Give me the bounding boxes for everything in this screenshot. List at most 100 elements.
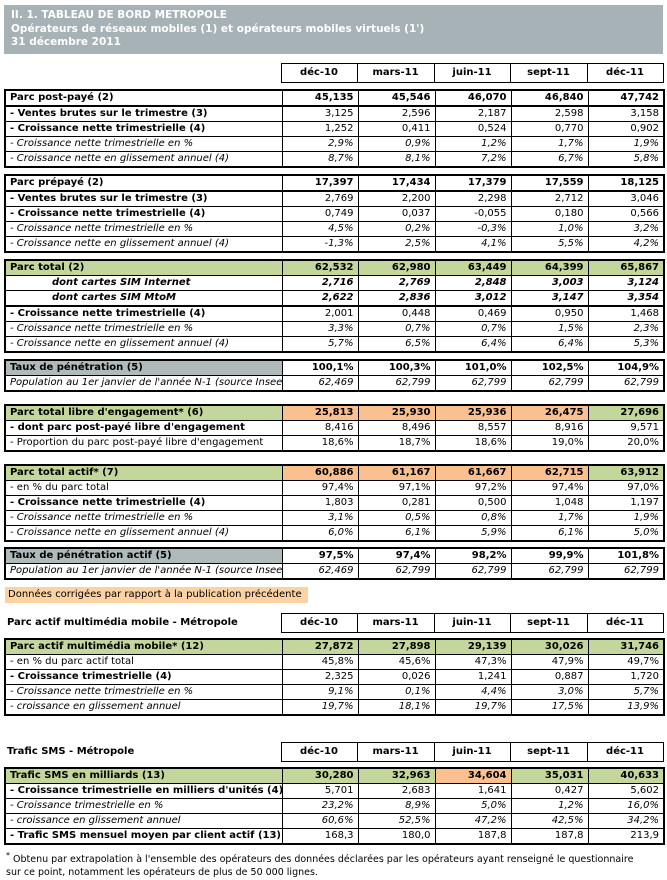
value-cell: 42,5%	[510, 812, 589, 829]
value-cell: 8,9%	[357, 797, 436, 814]
value-cell: 0,950	[510, 305, 589, 322]
value-cell: -0,3%	[434, 220, 512, 237]
main-tables-section: déc-10 mars-11 juin-11 sept-11 déc-11 Parc po…	[4, 62, 665, 580]
value-cell: 1,252	[281, 120, 359, 137]
value-cell: 6,4%	[434, 335, 512, 353]
value-cell: 0,7%	[434, 320, 512, 337]
row-label: - Proportion du parc post-payé libre d'e…	[4, 434, 283, 452]
value-cell: 101,0%	[434, 359, 512, 376]
table-row: dont cartes SIM MtoM 2,622 2,836 3,012 3,147…	[4, 289, 665, 307]
value-cell: 62,715	[510, 464, 589, 481]
column-header: juin-11	[433, 62, 511, 83]
value-cell: 5,7%	[587, 683, 665, 700]
row-label: Population au 1er janvier de l'année N-1…	[4, 562, 283, 580]
value-cell: 2,298	[434, 190, 512, 207]
value-cell: 18,6%	[281, 434, 359, 452]
value-cell: 8,557	[434, 419, 512, 436]
row-label: Taux de pénétration (5)	[4, 359, 283, 376]
value-cell: 99,9%	[510, 547, 589, 564]
value-cell: 6,5%	[357, 335, 436, 353]
column-header: mars-11	[356, 62, 435, 83]
value-cell: 62,799	[587, 374, 665, 392]
column-header: déc-10	[280, 62, 358, 83]
value-cell: 3,046	[587, 190, 665, 207]
value-cell: 0,902	[587, 120, 665, 137]
value-cell: 8,416	[281, 419, 359, 436]
table-row: - en % du parc total 97,4% 97,1% 97,2% 97,4%…	[4, 479, 665, 496]
value-cell: 61,167	[357, 464, 436, 481]
table-row: - en % du parc actif total 45,8% 45,6% 47,3…	[4, 653, 665, 670]
value-cell: 1,9%	[587, 135, 665, 152]
row-label: - croissance en glissement annuel	[4, 812, 283, 829]
value-cell: 104,9%	[587, 359, 665, 376]
value-cell: 0,1%	[357, 683, 436, 700]
value-cell: 62,799	[357, 562, 436, 580]
value-cell: 49,7%	[587, 653, 665, 670]
value-cell: 25,930	[357, 404, 436, 421]
value-cell: 1,7%	[510, 135, 589, 152]
table-row: - Ventes brutes sur le trimestre (3) 2,76…	[4, 190, 665, 207]
value-cell: 17,379	[434, 174, 512, 192]
row-label: Parc total actif* (7)	[4, 464, 283, 481]
table-row: - Croissance nette trimestrielle (4) 0,74…	[4, 205, 665, 222]
column-header: déc-10	[280, 741, 358, 762]
value-cell: 1,7%	[510, 509, 589, 526]
table-row: - dont parc post-payé libre d'engagement…	[4, 419, 665, 436]
value-cell: 0,8%	[434, 509, 512, 526]
table-row: - croissance en glissement annuel 60,6% 52…	[4, 812, 665, 829]
value-cell: 29,139	[434, 638, 512, 655]
value-cell: 3,2%	[587, 220, 665, 237]
value-cell: 4,1%	[434, 235, 512, 253]
value-cell: 8,7%	[281, 150, 359, 168]
value-cell: 0,566	[587, 205, 665, 222]
value-cell: 97,0%	[587, 479, 665, 496]
value-cell: 60,6%	[281, 812, 359, 829]
value-cell: 2,5%	[357, 235, 436, 253]
table-row: - Croissance nette trimestrielle en % 3,3…	[4, 320, 665, 337]
value-cell: 6,4%	[510, 335, 589, 353]
table-row: Parc total (2) 62,532 62,980 63,449 64,399 65…	[4, 259, 665, 276]
table-taux-penetration: Taux de pénétration (5) 100,1% 100,3% 101,0…	[4, 358, 665, 392]
value-cell: 17,397	[281, 174, 359, 192]
column-header: sept-11	[509, 612, 588, 633]
row-label: - Ventes brutes sur le trimestre (3)	[4, 190, 283, 207]
value-cell: 46,840	[510, 89, 589, 107]
column-header: déc-11	[586, 741, 664, 762]
value-cell: 5,0%	[434, 797, 512, 814]
value-cell: 4,4%	[434, 683, 512, 700]
table-row: Taux de pénétration actif (5) 97,5% 97,4% 9…	[4, 547, 665, 564]
value-cell: 2,836	[357, 289, 436, 307]
value-cell: 1,2%	[510, 797, 589, 814]
value-cell: 8,496	[357, 419, 436, 436]
row-label: - croissance en glissement annuel	[4, 698, 283, 716]
correction-note: Données corrigées par rapport à la publi…	[5, 586, 308, 603]
value-cell: 2,3%	[587, 320, 665, 337]
value-cell: 2,9%	[281, 135, 359, 152]
value-cell: 1,468	[587, 305, 665, 322]
value-cell: 168,3	[281, 827, 359, 845]
value-cell: 23,2%	[281, 797, 359, 814]
value-cell: 97,4%	[357, 547, 436, 564]
value-cell: 25,813	[281, 404, 359, 421]
value-cell: 19,7%	[434, 698, 512, 716]
table-row: - Croissance nette trimestrielle (4) 2,00…	[4, 305, 665, 322]
value-cell: 31,746	[587, 638, 665, 655]
table-row: - Croissance trimestrielle en milliers d…	[4, 782, 665, 799]
report-date: 31 décembre 2011	[11, 36, 121, 49]
value-cell: 100,1%	[281, 359, 359, 376]
value-cell: 4,5%	[281, 220, 359, 237]
row-label: dont cartes SIM MtoM	[4, 289, 283, 307]
footnote-text: Obtenu par extrapolation à l'ensemble de…	[6, 854, 634, 879]
value-cell: 97,4%	[281, 479, 359, 496]
sms-section: Trafic SMS - Métropole déc-10 mars-11 juin-…	[4, 741, 665, 845]
value-cell: 32,963	[357, 767, 436, 784]
value-cell: 97,2%	[434, 479, 512, 496]
value-cell: 4,2%	[587, 235, 665, 253]
table-row: Population au 1er janvier de l'année N-1…	[4, 562, 665, 580]
value-cell: 1,803	[281, 494, 359, 511]
value-cell: 0,5%	[357, 509, 436, 526]
table-taux-penetration-actif: Taux de pénétration actif (5) 97,5% 97,4% 9…	[4, 546, 665, 580]
value-cell: 62,799	[357, 374, 436, 392]
report-subtitle: Opérateurs de réseaux mobiles (1) et opé…	[11, 22, 425, 35]
